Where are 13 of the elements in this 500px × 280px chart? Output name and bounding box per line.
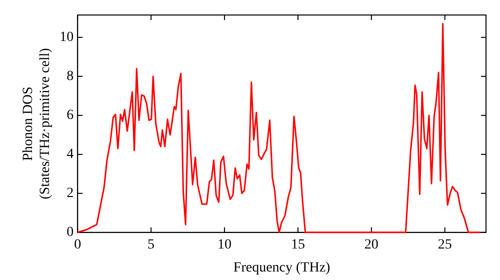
x-tick-label: 15 [290,237,305,252]
y-tick-label: 0 [66,225,74,240]
x-tick-label: 25 [438,237,452,252]
y-tick-label: 4 [66,147,74,162]
x-tick-label: 5 [148,237,155,252]
x-tick-label: 20 [364,237,378,252]
y-tick-label: 6 [66,108,74,124]
y-tick-label: 10 [60,30,74,46]
x-tick-label: 10 [218,237,232,252]
y-axis-title: Phonon DOS (States/THz·primitive cell) [21,48,53,200]
y-tick-label: 8 [66,69,74,84]
x-axis-title: Frequency (THz) [233,260,331,276]
y-tick-label: 2 [66,186,74,202]
